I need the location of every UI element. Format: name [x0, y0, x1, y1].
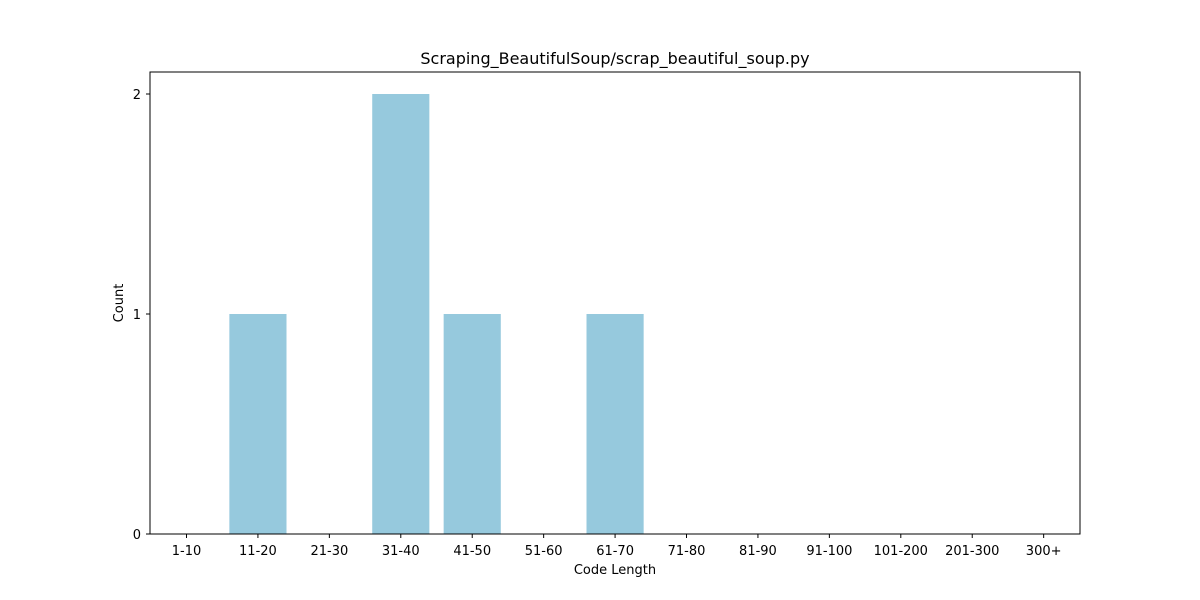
- x-tick-label: 21-30: [310, 544, 348, 559]
- x-tick-label: 101-200: [874, 544, 928, 559]
- x-tick-label: 41-50: [453, 544, 491, 559]
- x-tick-label: 31-40: [382, 544, 420, 559]
- x-axis-ticks: 1-10 11-20 21-30 31-40 41-50 51-60 61-70 71-80 8…: [172, 534, 1062, 559]
- y-axis-label: Count: [112, 284, 127, 323]
- y-tick-label: 1: [133, 308, 141, 323]
- x-tick-label: 61-70: [596, 544, 634, 559]
- chart-title: Scraping_BeautifulSoup/scrap_beautiful_s…: [420, 49, 809, 69]
- bar-31-40: [372, 94, 430, 534]
- bar-11-20: [229, 314, 287, 534]
- x-axis-label: Code Length: [574, 563, 656, 578]
- bars-group: [229, 94, 644, 534]
- x-tick-label: 300+: [1026, 544, 1062, 559]
- x-tick-label: 81-90: [739, 544, 777, 559]
- x-tick-label: 91-100: [806, 544, 852, 559]
- x-tick-label: 1-10: [172, 544, 202, 559]
- x-tick-label: 201-300: [945, 544, 999, 559]
- x-tick-label: 11-20: [239, 544, 277, 559]
- y-tick-label: 0: [133, 528, 141, 543]
- y-tick-label: 2: [133, 88, 141, 103]
- x-tick-label: 71-80: [668, 544, 706, 559]
- x-tick-label: 51-60: [525, 544, 563, 559]
- y-axis-ticks: 0 1 2: [133, 88, 150, 543]
- bar-41-50: [443, 314, 501, 534]
- bar-61-70: [586, 314, 644, 534]
